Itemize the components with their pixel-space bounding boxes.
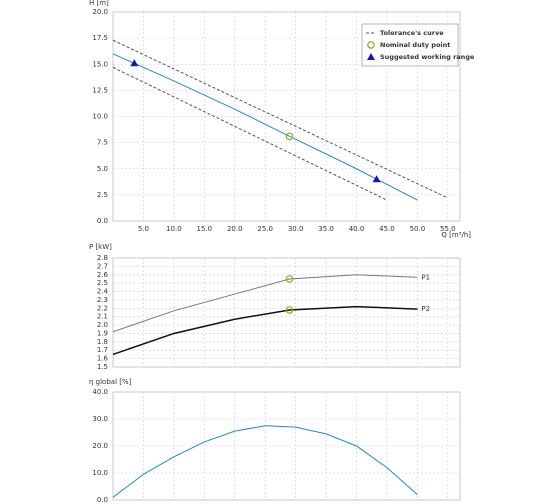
x-tick-label: 15.0 (197, 225, 213, 233)
y-tick-label: 7.5 (97, 139, 108, 147)
y-tick-label: 17.5 (92, 34, 108, 42)
x-tick-label: 20.0 (227, 225, 243, 233)
y-tick-label: 40.0 (92, 388, 108, 396)
y-axis-label: P [kW] (89, 243, 112, 251)
marker (130, 59, 139, 67)
legend-swatch (367, 41, 375, 49)
y-tick-label: 1.6 (97, 355, 109, 363)
y-tick-label: 12.5 (92, 86, 108, 94)
series-label: P2 (421, 305, 430, 313)
y-tick-label: 2.1 (97, 313, 108, 321)
x-tick-label: 55.0 (440, 225, 456, 233)
y-tick-label: 2.6 (97, 271, 109, 279)
series-line (112, 274, 418, 333)
legend-label: Nominal duty point (380, 41, 450, 49)
legend-label: Suggested working range (380, 53, 475, 61)
y-tick-label: 1.7 (97, 346, 108, 354)
x-tick-label: 50.0 (410, 225, 426, 233)
x-tick-label: 10.0 (166, 225, 182, 233)
y-tick-label: 15.0 (92, 60, 108, 68)
y-tick-label: 0.0 (97, 496, 108, 504)
y-tick-label: 30.0 (92, 415, 108, 423)
y-tick-label: 0.0 (97, 217, 108, 225)
y-tick-label: 20.0 (92, 8, 108, 16)
series-line (112, 425, 418, 498)
y-tick-label: 2.4 (97, 288, 109, 296)
series-line (112, 53, 418, 201)
y-tick-label: 2.2 (97, 304, 108, 312)
plot-area (112, 257, 461, 368)
y-tick-label: 1.8 (97, 338, 108, 346)
y-tick-label: 2.8 (97, 254, 108, 262)
x-tick-label: 25.0 (257, 225, 273, 233)
marker (372, 175, 381, 183)
x-tick-label: 35.0 (318, 225, 334, 233)
x-tick-label: 5.0 (138, 225, 149, 233)
x-axis-label: Q [m³/h] (441, 231, 471, 239)
y-tick-label: 2.7 (97, 262, 108, 270)
legend (361, 23, 459, 67)
y-tick-label: 1.5 (97, 363, 108, 371)
y-tick-label: 10.0 (92, 469, 108, 477)
marker (285, 275, 294, 283)
y-tick-label: 2.5 (97, 191, 108, 199)
y-tick-label: 2.0 (97, 321, 108, 329)
y-tick-label: 20.0 (92, 442, 108, 450)
series-line (112, 66, 388, 201)
y-tick-label: 1.9 (97, 329, 108, 337)
marker (285, 132, 294, 141)
x-tick-label: 40.0 (349, 225, 365, 233)
series-line (112, 305, 418, 356)
legend-swatch (367, 53, 375, 60)
y-tick-label: 5.0 (97, 165, 108, 173)
legend-label: Tolerance's curve (380, 29, 444, 37)
x-tick-label: 45.0 (379, 225, 395, 233)
x-tick-label: 30.0 (288, 225, 304, 233)
y-axis-label: η global [%] (89, 378, 132, 386)
marker (285, 306, 294, 314)
y-tick-label: 2.5 (97, 279, 108, 287)
y-tick-label: 10.0 (92, 113, 108, 121)
series-line (112, 39, 449, 199)
series-label: P1 (421, 273, 430, 281)
y-tick-label: 2.3 (97, 296, 108, 304)
y-axis-label: H [m] (89, 0, 109, 7)
